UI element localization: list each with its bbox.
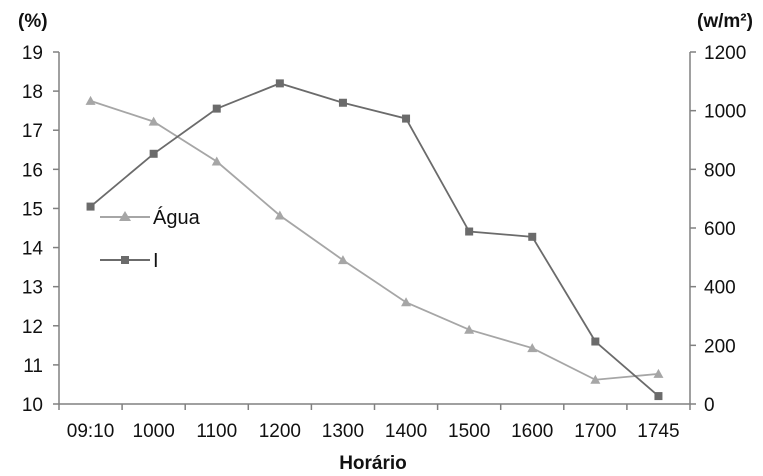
x-tick-label: 1400 — [385, 421, 427, 442]
data-point-i — [591, 337, 600, 346]
y-left-tick-label: 16 — [22, 160, 43, 181]
y-right-tick-label: 200 — [704, 336, 736, 357]
x-tick-label: 1700 — [574, 421, 616, 442]
data-point-i — [654, 392, 663, 401]
y-right-tick-label: 0 — [704, 395, 715, 416]
data-point-agua — [653, 368, 664, 378]
y-left-tick-label: 13 — [22, 278, 43, 299]
y-right-tick-label: 600 — [704, 219, 736, 240]
data-point-agua — [274, 210, 285, 220]
data-point-agua — [337, 255, 348, 265]
y-right-axis-title: (w/m²) — [697, 11, 753, 32]
data-point-agua — [211, 156, 222, 166]
y-left-tick-label: 18 — [22, 82, 43, 103]
data-point-agua — [590, 374, 601, 384]
data-point-i — [402, 114, 411, 123]
y-right-tick-label: 1000 — [704, 102, 746, 123]
legend-marker-i — [121, 256, 129, 264]
y-left-axis-title: (%) — [18, 11, 48, 32]
data-point-i — [275, 79, 284, 88]
series-line-agua — [90, 100, 659, 381]
chart-series — [85, 79, 664, 401]
y-left-tick-label: 12 — [22, 317, 43, 338]
data-point-i — [528, 232, 537, 241]
legend-label-i: I — [153, 250, 159, 272]
x-tick-label: 1745 — [637, 421, 679, 442]
y-left-tick-label: 15 — [22, 199, 43, 220]
series-line-i — [89, 82, 660, 397]
y-left-tick-label: 11 — [23, 356, 43, 377]
data-point-i — [338, 98, 347, 107]
y-left-tick-label: 19 — [22, 43, 43, 64]
y-left-tick-label: 14 — [22, 239, 44, 260]
x-tick-label: 1600 — [511, 421, 553, 442]
y-right-tick-label: 800 — [704, 160, 736, 181]
y-left-tick-label: 17 — [22, 121, 43, 142]
x-tick-label: 09:10 — [67, 421, 115, 442]
data-point-i — [149, 149, 158, 158]
chart-axes: 09:10 1000 1100 1200 1300 1400 1500 1600 1700 174… — [22, 43, 746, 442]
x-tick-label: 1200 — [259, 421, 301, 442]
y-right-tick-label: 400 — [704, 278, 736, 299]
legend: Água I — [100, 206, 201, 272]
data-point-i — [465, 227, 474, 236]
y-right-tick-label: 1200 — [704, 43, 746, 64]
x-tick-label: 1000 — [133, 421, 175, 442]
y-left-tick-label: 10 — [22, 395, 43, 416]
legend-label-agua: Água — [153, 206, 201, 229]
data-point-i — [212, 104, 221, 113]
data-point-agua — [85, 95, 96, 105]
x-tick-label: 1300 — [322, 421, 364, 442]
legend-marker-agua — [119, 211, 131, 221]
data-point-agua — [527, 343, 538, 353]
x-tick-label: 1100 — [196, 421, 237, 442]
data-point-agua — [148, 116, 159, 126]
data-point-agua — [401, 297, 412, 307]
x-axis-title: Horário — [339, 453, 407, 474]
x-tick-label: 1500 — [448, 421, 490, 442]
data-point-i — [86, 202, 95, 211]
data-point-agua — [464, 324, 475, 334]
